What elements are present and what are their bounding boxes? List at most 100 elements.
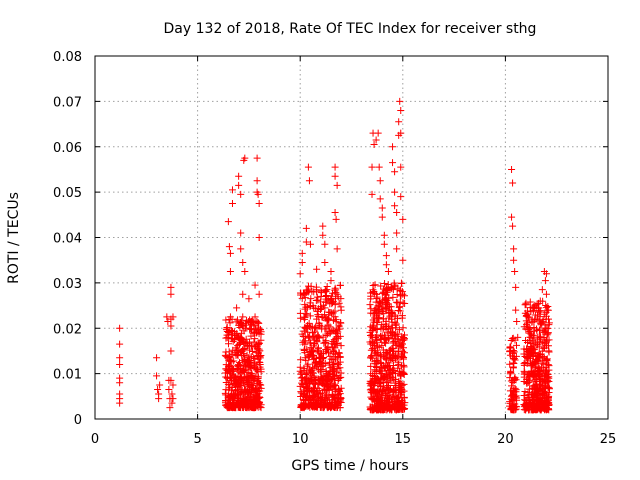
data-point bbox=[377, 299, 385, 307]
data-point bbox=[251, 313, 259, 321]
x-tick-labels: 0 5 10 15 20 25 bbox=[91, 432, 616, 447]
data-point bbox=[300, 290, 308, 298]
data-point bbox=[334, 399, 342, 407]
data-point bbox=[393, 209, 401, 217]
data-point bbox=[249, 381, 257, 389]
data-point bbox=[331, 209, 339, 217]
data-point bbox=[541, 382, 549, 390]
data-point bbox=[511, 384, 519, 392]
data-point bbox=[334, 365, 342, 373]
data-point bbox=[545, 385, 553, 393]
data-point bbox=[235, 172, 243, 180]
data-point bbox=[167, 322, 175, 330]
data-point bbox=[167, 290, 175, 298]
data-point bbox=[326, 352, 334, 360]
data-point bbox=[239, 290, 247, 298]
data-point bbox=[400, 333, 408, 341]
data-point bbox=[371, 373, 379, 381]
data-point bbox=[329, 382, 337, 390]
data-point bbox=[536, 297, 544, 305]
data-point bbox=[508, 165, 516, 173]
data-point bbox=[368, 338, 376, 346]
data-point bbox=[386, 312, 394, 320]
data-point bbox=[397, 342, 405, 350]
data-point bbox=[313, 293, 321, 301]
data-point bbox=[304, 387, 312, 395]
data-point bbox=[314, 344, 322, 352]
data-point bbox=[237, 245, 245, 253]
data-point bbox=[378, 341, 386, 349]
data-point bbox=[318, 389, 326, 397]
data-point bbox=[382, 320, 390, 328]
data-point bbox=[369, 323, 377, 331]
data-point bbox=[168, 390, 176, 398]
data-point bbox=[247, 317, 255, 325]
data-point bbox=[246, 325, 254, 333]
data-point bbox=[390, 338, 398, 346]
y-tick-label: 0.04 bbox=[53, 232, 82, 247]
data-point bbox=[392, 405, 400, 413]
data-point bbox=[536, 338, 544, 346]
data-point bbox=[382, 339, 390, 347]
data-point bbox=[255, 199, 263, 207]
data-point bbox=[384, 366, 392, 374]
data-point bbox=[371, 388, 379, 396]
data-point bbox=[163, 313, 171, 321]
data-point bbox=[394, 394, 402, 402]
data-point bbox=[322, 332, 330, 340]
data-point bbox=[378, 213, 386, 221]
data-point bbox=[304, 353, 312, 361]
data-point bbox=[507, 343, 515, 351]
data-point bbox=[536, 406, 544, 414]
data-point bbox=[530, 392, 538, 400]
data-point bbox=[328, 300, 336, 308]
data-point bbox=[308, 347, 316, 355]
data-point bbox=[337, 303, 345, 311]
data-point bbox=[512, 283, 520, 291]
data-point bbox=[520, 360, 528, 368]
data-point bbox=[229, 337, 237, 345]
data-point bbox=[323, 377, 331, 385]
data-point bbox=[541, 277, 549, 285]
data-point bbox=[301, 375, 309, 383]
data-point bbox=[237, 382, 245, 390]
data-point bbox=[242, 361, 250, 369]
data-point bbox=[296, 367, 304, 375]
data-point bbox=[321, 338, 329, 346]
data-point bbox=[368, 163, 376, 171]
data-point bbox=[530, 335, 538, 343]
data-point bbox=[375, 298, 383, 306]
data-point bbox=[527, 362, 535, 370]
data-point bbox=[255, 393, 263, 401]
data-point bbox=[333, 394, 341, 402]
data-point bbox=[397, 193, 405, 201]
data-point bbox=[399, 368, 407, 376]
data-point bbox=[537, 321, 545, 329]
data-point bbox=[399, 256, 407, 264]
data-point bbox=[307, 295, 315, 303]
data-point bbox=[367, 305, 375, 313]
data-point bbox=[377, 324, 385, 332]
data-point bbox=[236, 333, 244, 341]
data-point bbox=[314, 361, 322, 369]
data-point bbox=[231, 336, 239, 344]
data-point bbox=[544, 383, 552, 391]
data-point bbox=[384, 268, 392, 276]
data-point bbox=[525, 324, 533, 332]
data-point bbox=[225, 340, 233, 348]
data-point bbox=[257, 401, 265, 409]
data-point bbox=[245, 346, 253, 354]
data-point bbox=[222, 373, 230, 381]
data-point bbox=[367, 331, 375, 339]
data-point bbox=[400, 335, 408, 343]
data-point bbox=[391, 354, 399, 362]
data-point bbox=[391, 400, 399, 408]
data-point bbox=[309, 329, 317, 337]
data-point bbox=[512, 306, 520, 314]
data-point bbox=[297, 314, 305, 322]
data-point bbox=[373, 379, 381, 387]
data-point bbox=[253, 342, 261, 350]
data-point bbox=[309, 384, 317, 392]
data-point bbox=[367, 353, 375, 361]
data-point bbox=[301, 332, 309, 340]
